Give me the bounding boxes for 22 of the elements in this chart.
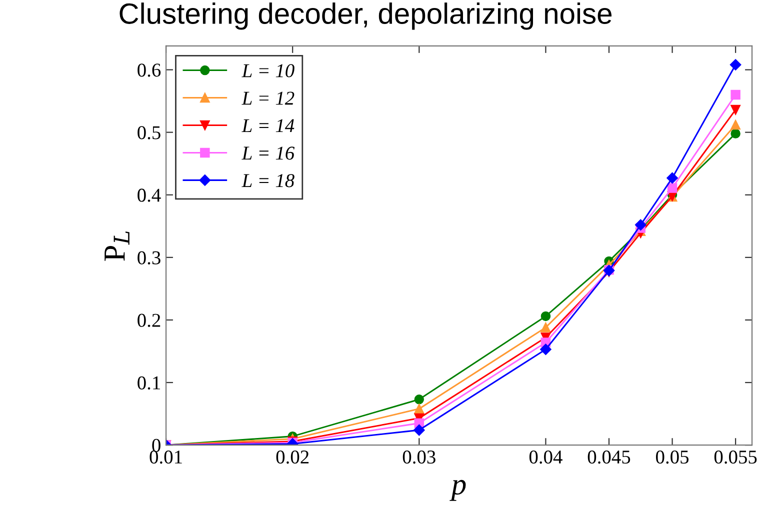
x-tick-label: 0.055 xyxy=(714,450,757,464)
legend-label: L = 14 xyxy=(242,119,294,132)
x-tick-label: 0.045 xyxy=(588,450,630,464)
y-tick-label: 0.2 xyxy=(138,314,160,327)
x-tick-label: 0.05 xyxy=(656,450,689,464)
y-tick-label: 0.3 xyxy=(138,251,160,264)
x-tick-label: 0.02 xyxy=(276,450,309,464)
y-tick-label: 0 xyxy=(152,438,160,452)
legend-label: L = 16 xyxy=(242,146,295,160)
x-axis-title: p xyxy=(450,480,466,501)
legend-label: L = 10 xyxy=(242,64,294,78)
y-tick-label: 0.5 xyxy=(138,126,160,140)
y-tick-label: 0.4 xyxy=(138,188,161,202)
x-tick-label: 0.01 xyxy=(150,450,182,464)
legend-label: L = 18 xyxy=(242,174,294,188)
legend-label: L = 12 xyxy=(242,92,294,105)
chart-title: Clustering decoder, depolarizing noise xyxy=(120,2,612,30)
x-tick-label: 0.04 xyxy=(529,450,562,464)
x-tick-label: 0.03 xyxy=(402,450,436,464)
y-tick-label: 0.6 xyxy=(138,64,161,77)
y-tick-label: 0.1 xyxy=(138,376,160,390)
y-axis-title: P$_{L}$ xyxy=(104,232,130,261)
